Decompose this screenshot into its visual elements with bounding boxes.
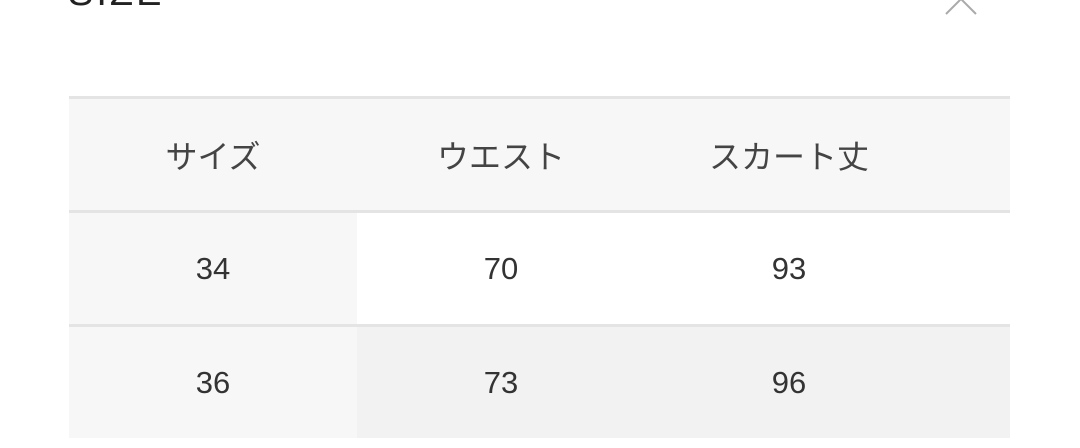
modal-title: SIZE	[68, 0, 164, 12]
cell-skirt-length: 96	[645, 324, 933, 438]
close-icon	[945, 0, 977, 15]
cell-waist: 73	[357, 324, 645, 438]
header-skirt-length: スカート丈	[645, 96, 933, 212]
table-row: 34 70 93	[69, 210, 1010, 326]
cell-size: 34	[69, 210, 357, 326]
close-button[interactable]	[944, 0, 978, 16]
header-empty	[933, 96, 1010, 212]
size-table: サイズ ウエスト スカート丈 34 70 93 36 73 96	[69, 96, 1010, 438]
table-row: 36 73 96	[69, 324, 1010, 438]
cell-skirt-length: 93	[645, 210, 933, 326]
cell-size: 36	[69, 324, 357, 438]
cell-empty	[933, 210, 1010, 326]
header-waist: ウエスト	[357, 96, 645, 212]
table-header-row: サイズ ウエスト スカート丈	[69, 96, 1010, 212]
header-size: サイズ	[69, 96, 357, 212]
cell-waist: 70	[357, 210, 645, 326]
cell-empty	[933, 324, 1010, 438]
